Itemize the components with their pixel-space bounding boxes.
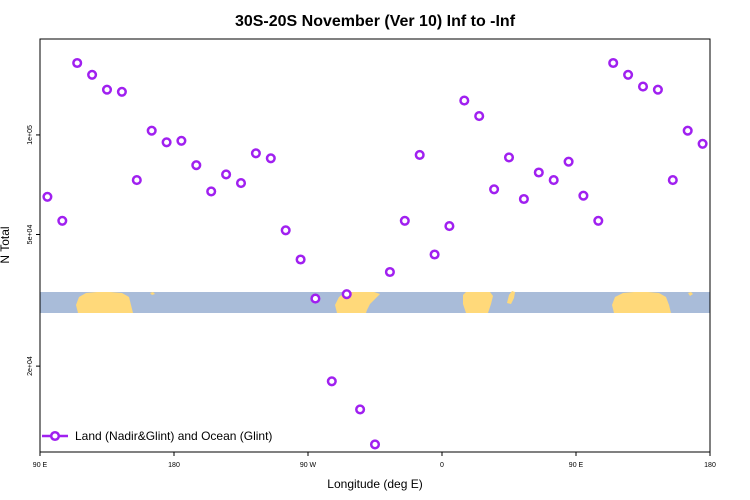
data-point [578,190,589,201]
data-point [42,191,53,202]
y-tick-label: 1e+05 [27,125,34,145]
data-point [355,404,366,415]
chart-title: 30S-20S November (Ver 10) Inf to -Inf [235,13,516,30]
y-tick-label: 5e+04 [27,225,34,245]
data-point [116,86,127,97]
x-tick-label: 180 [704,462,716,469]
data-point [384,266,395,278]
data-point [176,135,187,146]
data-point [280,225,291,236]
data-point [489,184,500,195]
data-point [87,69,98,80]
world-map-strip [40,291,710,313]
data-point [206,186,217,197]
data-point [131,175,142,186]
x-tick-label: 0 [440,462,444,469]
data-point [637,81,649,92]
data-point [161,137,172,148]
y-axis-label: N Total [0,226,12,263]
land-islet [688,292,693,296]
x-tick-label: 90 W [300,462,317,469]
data-point [682,125,693,136]
data-point [652,84,663,95]
ocean-band [40,292,710,313]
data-point [369,439,381,450]
data-point [326,376,337,387]
data-point [72,57,83,69]
data-point [697,138,708,149]
land-australia [76,292,133,313]
data-point [295,254,306,265]
data-point [221,169,232,180]
data-point [399,215,410,226]
data-point [474,111,485,122]
plot-frame [39,38,711,453]
land-south-africa [463,292,493,313]
data-point [235,178,247,189]
legend: Land (Nadir&Glint) and Ocean (Glint) [42,429,272,443]
data-point [265,153,276,164]
legend-label: Land (Nadir&Glint) and Ocean (Glint) [75,429,272,443]
data-point [593,215,604,226]
data-point [57,215,68,226]
x-tick-label: 90 E [33,462,48,469]
land-madagascar [507,291,515,304]
data-point [429,249,440,260]
data-point [146,125,157,136]
data-point [608,57,619,69]
y-tick-label: 2e+04 [27,356,34,376]
data-point [341,289,352,300]
data-point [250,148,261,159]
data-point [310,293,321,304]
x-axis-label: Longitude (deg E) [327,477,422,491]
land-islet [150,292,155,295]
y-axis: 2e+04 5e+04 1e+05 [27,125,40,376]
data-point [533,167,544,178]
x-tick-label: 180 [168,462,180,469]
data-points [42,57,708,450]
land-australia-repeat [612,292,671,313]
data-point [503,152,515,163]
data-point [667,175,678,186]
x-axis: 90 E 180 90 W 0 90 E 180 [33,452,716,469]
data-point [459,95,470,106]
data-point [414,149,425,160]
data-point [623,69,634,80]
data-point [444,221,455,232]
data-point [191,160,202,171]
data-point [518,193,529,205]
data-point [548,175,559,186]
data-point [101,84,113,95]
data-point [563,156,574,167]
legend-marker [49,430,61,442]
x-tick-label: 90 E [569,462,584,469]
